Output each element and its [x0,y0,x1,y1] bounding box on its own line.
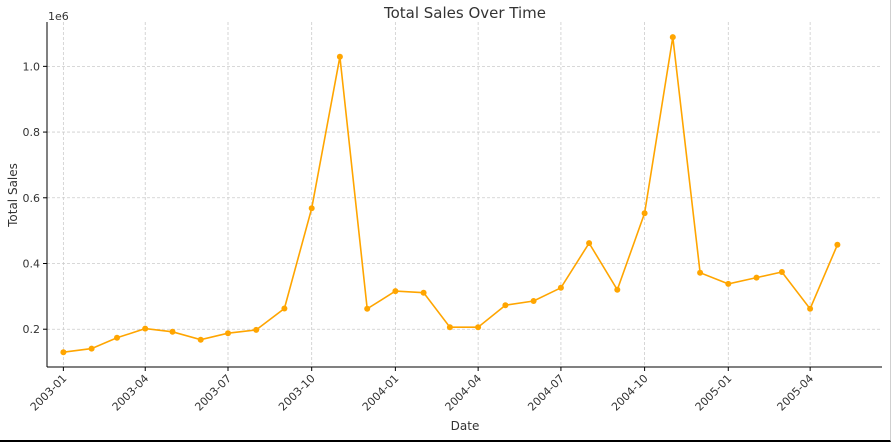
data-point [281,305,288,312]
data-point [336,53,343,60]
y-offset-label: 1e6 [48,10,69,23]
grid-lines [47,22,882,367]
x-ticks: 2003-01 2003-04 2003-07 2003-10 2004-01 2004-… [28,367,816,414]
data-point [502,302,509,309]
chart-title: Total Sales Over Time [383,4,546,22]
data-point [586,240,593,247]
data-point [60,349,67,356]
y-ticks: 0.2 0.4 0.6 0.8 1.0 [23,60,47,336]
data-point [557,284,564,291]
x-tick-label: 2003-10 [276,372,318,414]
data-point [807,305,814,312]
data-point [142,325,149,332]
x-tick-label: 2003-04 [110,372,152,414]
y-tick-label: 0.6 [23,192,41,205]
x-tick-label: 2003-01 [28,372,70,414]
y-axis-label: Total Sales [6,163,20,228]
x-tick-label: 2004-07 [525,372,567,414]
y-tick-label: 0.8 [23,126,41,139]
data-point [778,269,785,275]
data-point [697,269,704,276]
data-point [225,330,231,337]
x-tick-label: 2004-01 [360,372,402,414]
data-point [114,334,120,341]
data-point [308,205,315,212]
axes [46,22,882,368]
data-point [669,34,676,41]
data-point [392,288,399,295]
data-point [446,324,453,331]
y-tick-label: 0.2 [23,323,41,336]
data-point [475,324,482,331]
data-point [253,326,260,333]
data-point [364,305,371,312]
data-point [753,274,760,281]
data-point [420,289,427,296]
data-point [169,328,176,335]
y-tick-label: 1.0 [23,60,41,73]
x-tick-label: 2004-04 [443,372,485,414]
data-point [88,345,95,352]
y-tick-label: 0.4 [23,258,41,271]
x-tick-label: 2005-04 [775,372,817,414]
x-axis-label: Date [451,419,480,433]
data-point [197,336,204,343]
data-point [530,298,537,304]
series-total-sales [60,34,841,356]
data-point [725,280,732,287]
data-point [614,286,621,293]
x-tick-label: 2004-10 [609,372,651,414]
x-tick-label: 2005-01 [693,372,735,414]
x-tick-label: 2003-07 [192,372,234,414]
data-point [834,241,841,248]
data-point [641,210,648,217]
series-line [63,36,839,353]
